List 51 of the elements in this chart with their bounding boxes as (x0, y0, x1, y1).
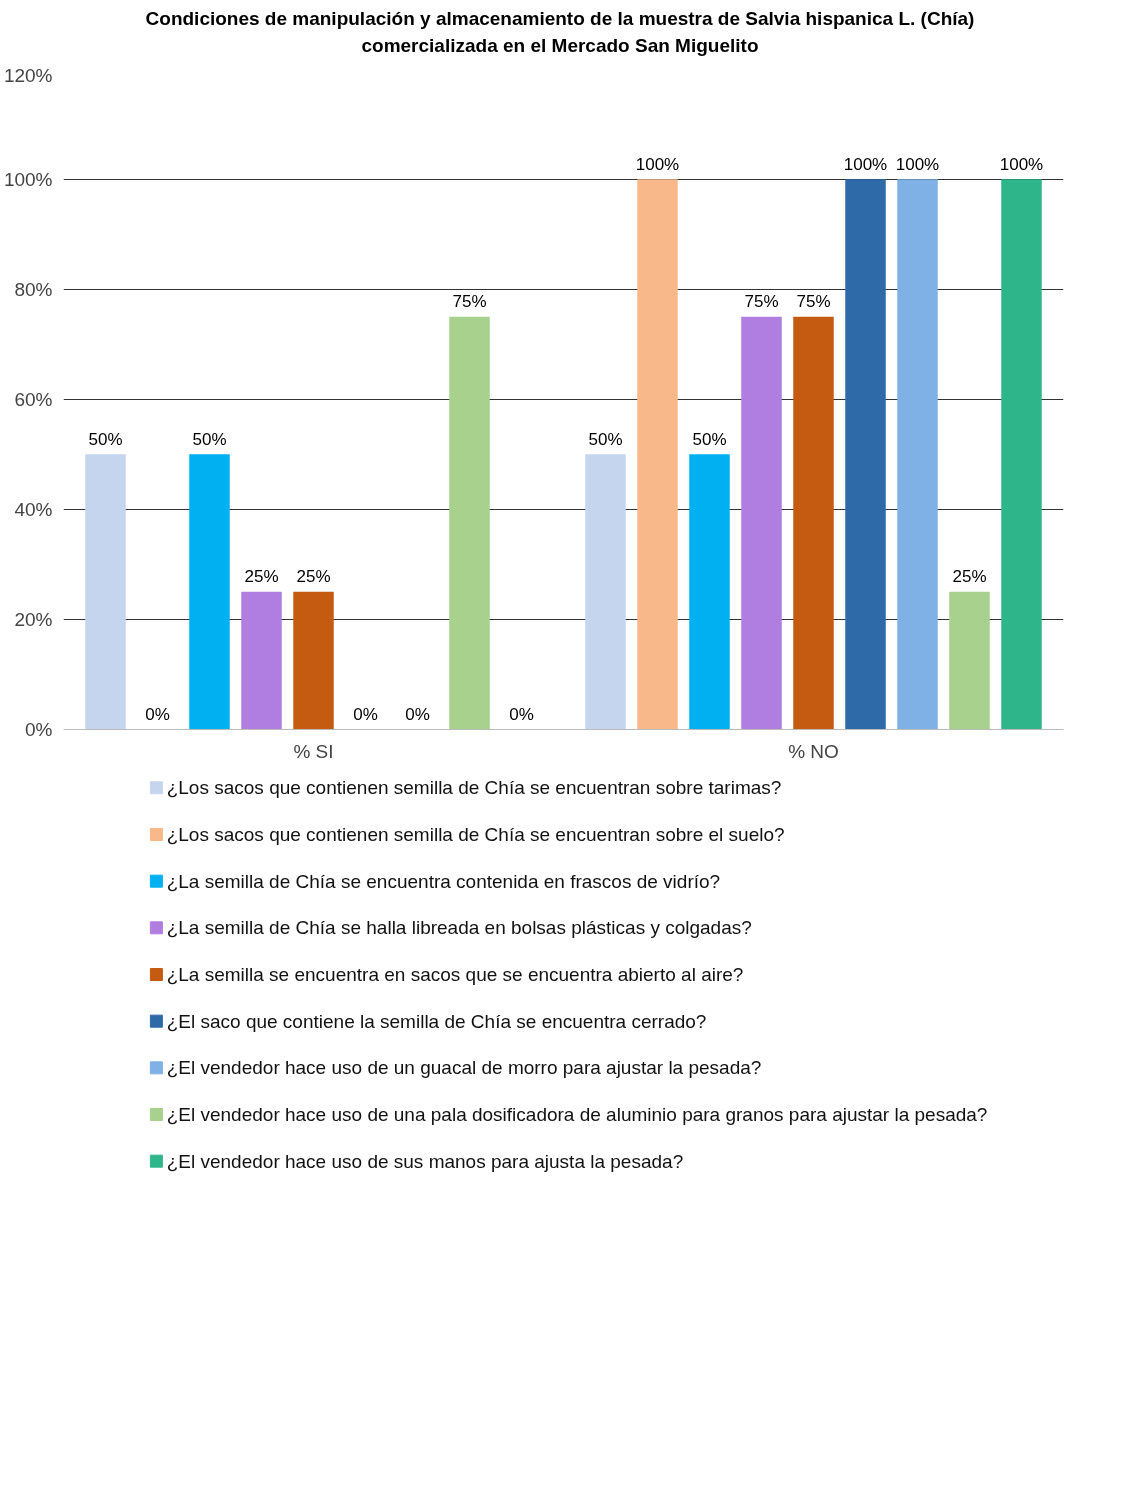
data-label: 0% (145, 704, 170, 724)
chart-title: Condiciones de manipulación y almacenamiento de la muestra de Salvia hispanica L. (Chía) comercializada en el Mercado San Miguelito (144, 7, 976, 59)
y-tick-label: 60% (14, 389, 53, 411)
data-label: 50% (588, 429, 623, 449)
data-label: 25% (244, 567, 279, 587)
y-tick-label: 0% (25, 719, 53, 741)
x-tick-label: % SI (293, 740, 334, 762)
legend-label: ¿La semilla de Chía se encuentra contenida en frascos de vidrío? (166, 870, 721, 892)
data-label: 25% (952, 567, 987, 587)
data-label: 50% (88, 429, 123, 449)
legend-label: ¿La semilla se encuentra en sacos que se encuentra abierto al aire? (166, 964, 744, 986)
y-tick-label: 100% (3, 169, 53, 191)
bar (293, 592, 334, 730)
bar (845, 179, 886, 730)
legend-label: ¿El vendedor hace uso de un guacal de morro para ajustar la pesada? (166, 1057, 762, 1079)
bar (689, 454, 730, 730)
bar (637, 179, 678, 730)
bar (741, 317, 782, 730)
legend-label: ¿El vendedor hace uso de una pala dosificadora de aluminio para granos para ajustar la pesada? (166, 1104, 988, 1126)
bar (241, 592, 282, 730)
data-label: 0% (353, 704, 378, 724)
y-tick-label: 20% (14, 609, 53, 631)
data-label: 50% (692, 429, 727, 449)
bar (189, 454, 230, 730)
legend-label: ¿El saco que contiene la semilla de Chía se encuentra cerrado? (166, 1010, 707, 1032)
y-tick-label: 40% (14, 499, 53, 521)
legend-label: ¿Los sacos que contienen semilla de Chía se encuentran sobre el suelo? (166, 824, 785, 846)
bar (449, 317, 490, 730)
legend-label: ¿Los sacos que contienen semilla de Chía se encuentran sobre tarimas? (166, 777, 782, 799)
y-tick-label: 80% (14, 279, 53, 301)
data-label: 0% (405, 704, 430, 724)
bar (949, 592, 990, 730)
data-label: 0% (509, 704, 534, 724)
data-label: 50% (192, 429, 227, 449)
bar (585, 454, 626, 730)
data-label: 100% (999, 154, 1044, 174)
data-label: 75% (796, 292, 831, 312)
legend-label: ¿El vendedor hace uso de sus manos para ajusta la pesada? (166, 1150, 684, 1172)
bar (793, 317, 834, 730)
bar (85, 454, 126, 730)
data-label: 75% (452, 292, 487, 312)
data-label: 75% (744, 292, 779, 312)
bar (1001, 179, 1042, 730)
y-tick-label: 120% (3, 64, 53, 86)
data-label: 100% (635, 154, 680, 174)
data-label: 100% (843, 154, 888, 174)
legend-label: ¿La semilla de Chía se halla libreada en bolsas plásticas y colgadas? (166, 917, 752, 939)
data-label: 100% (895, 154, 940, 174)
data-label: 25% (296, 567, 331, 587)
x-tick-label: % NO (788, 740, 839, 762)
bar (897, 179, 938, 730)
